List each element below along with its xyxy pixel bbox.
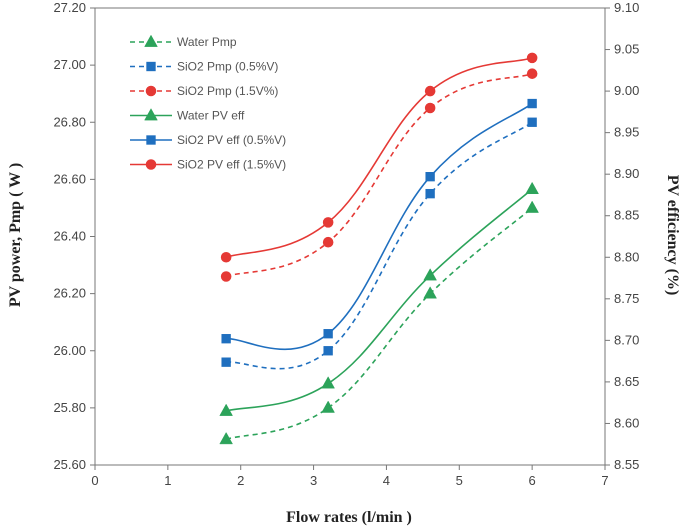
y2-tick-label: 8.85 [614, 208, 639, 223]
data-point [425, 188, 435, 199]
y2-axis-title: PV efficiency (%) [664, 175, 681, 296]
legend-label: SiO2 Pmp (0.5%V) [177, 60, 278, 74]
series-line [225, 188, 533, 412]
x-axis: 0 1 2 3 4 5 6 7 [91, 465, 609, 488]
x-tick-label: 3 [310, 473, 317, 488]
series-line [226, 121, 533, 370]
data-point [323, 346, 333, 356]
legend-swatch-marker [145, 85, 157, 97]
data-point [221, 334, 231, 344]
legend-swatch-marker [144, 34, 158, 47]
y-axis-right: 8.55 8.60 8.65 8.70 8.75 8.80 8.85 8.90 8.95 9.00… [605, 0, 639, 472]
x-tick-label: 6 [529, 473, 536, 488]
data-point [219, 403, 233, 416]
data-point [527, 117, 537, 127]
data-point [424, 102, 436, 114]
x-tick-label: 0 [91, 473, 98, 488]
legend-item-6: SiO2 PV eff (1.5%V) [130, 158, 286, 172]
x-axis-title: Flow rates (l/min ) [286, 509, 412, 526]
y-tick-label: 25.80 [53, 400, 86, 415]
data-point [220, 251, 232, 263]
data-point [321, 376, 335, 389]
y-tick-label: 26.00 [53, 343, 86, 358]
legend-item-5: SiO2 PV eff (0.5%V) [130, 133, 286, 147]
series-5 [221, 98, 537, 350]
series-6 [220, 52, 538, 263]
y2-tick-label: 9.05 [614, 42, 639, 57]
data-point [526, 52, 538, 64]
series-line [225, 57, 533, 259]
data-point [527, 98, 537, 109]
legend-label: Water PV eff [177, 109, 245, 123]
y2-tick-label: 8.95 [614, 125, 639, 140]
y-tick-label: 26.20 [53, 286, 86, 301]
data-point [423, 286, 437, 299]
series-layer [219, 52, 539, 445]
y2-tick-label: 8.60 [614, 415, 639, 430]
series-1 [219, 200, 539, 445]
legend-swatch-marker [145, 159, 157, 170]
y2-tick-label: 8.55 [614, 457, 639, 472]
legend-item-1: Water Pmp [130, 34, 237, 49]
data-point [220, 271, 232, 282]
legend-swatch-marker [146, 135, 156, 145]
data-point [322, 217, 334, 228]
data-point [525, 200, 539, 213]
y-tick-label: 26.60 [53, 171, 86, 186]
series-2 [221, 117, 537, 370]
x-tick-label: 1 [164, 473, 171, 488]
y2-tick-label: 8.70 [614, 332, 639, 347]
data-point [323, 329, 333, 339]
legend: Water Pmp SiO2 Pmp (0.5%V) SiO2 Pmp (1.5V%… [130, 34, 286, 172]
y2-tick-label: 8.65 [614, 374, 639, 389]
legend-swatch-marker [144, 108, 158, 121]
y-axis-left: 25.60 25.80 26.00 26.20 26.40 26.60 26.80 27.00… [53, 0, 95, 472]
data-point [424, 85, 436, 97]
data-point [423, 268, 437, 281]
legend-label: SiO2 Pmp (1.5V%) [177, 84, 278, 98]
y2-tick-label: 8.75 [614, 291, 639, 306]
legend-item-3: SiO2 Pmp (1.5V%) [130, 84, 278, 98]
y-tick-label: 27.20 [53, 0, 86, 15]
series-line [225, 207, 533, 441]
series-4 [219, 181, 539, 416]
data-point [322, 236, 334, 248]
y-tick-label: 26.80 [53, 114, 86, 129]
data-point [425, 171, 435, 182]
series-line [225, 72, 533, 278]
y-tick-label: 27.00 [53, 57, 86, 72]
data-point [221, 357, 231, 367]
x-tick-label: 4 [383, 473, 390, 488]
y2-tick-label: 9.10 [614, 0, 639, 15]
data-point [526, 68, 538, 79]
legend-item-2: SiO2 Pmp (0.5%V) [130, 60, 278, 74]
data-point [525, 181, 539, 195]
data-point [321, 400, 335, 413]
legend-label: Water Pmp [177, 35, 237, 49]
y2-tick-label: 8.80 [614, 249, 639, 264]
y-tick-label: 25.60 [53, 457, 86, 472]
x-tick-label: 7 [601, 473, 608, 488]
data-point [219, 431, 233, 445]
legend-swatch-marker [146, 61, 156, 72]
y-tick-label: 26.40 [53, 229, 86, 244]
legend-item-4: Water PV eff [130, 108, 245, 123]
legend-label: SiO2 PV eff (1.5%V) [177, 158, 286, 172]
y2-tick-label: 9.00 [614, 83, 639, 98]
legend-label: SiO2 PV eff (0.5%V) [177, 133, 286, 147]
x-tick-label: 2 [237, 473, 244, 488]
x-tick-label: 5 [456, 473, 463, 488]
series-3 [220, 68, 538, 282]
y2-tick-label: 8.90 [614, 166, 639, 181]
series-line [226, 102, 533, 350]
y-axis-title: PV power, Pmp ( W ) [7, 163, 24, 307]
